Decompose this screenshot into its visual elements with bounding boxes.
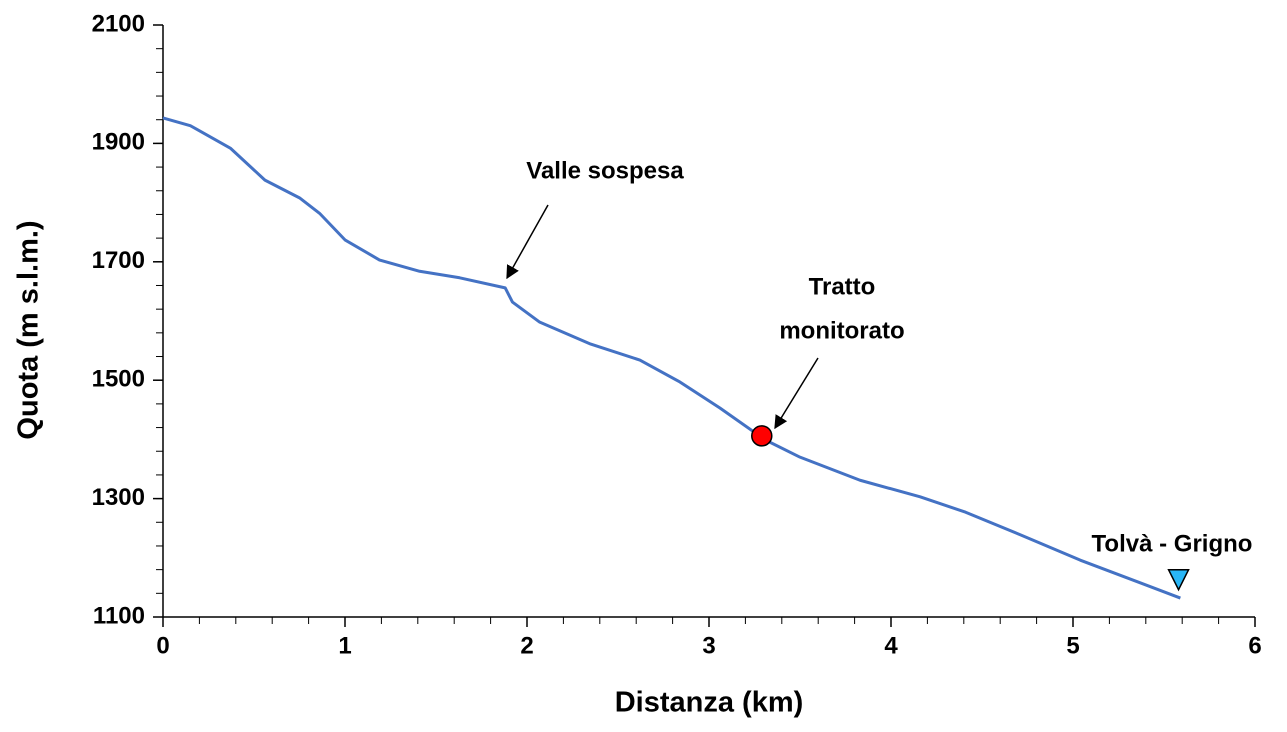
x-tick-label: 3: [702, 632, 715, 659]
y-tick-label: 1900: [92, 129, 145, 156]
x-tick-label: 6: [1248, 632, 1261, 659]
y-tick-label: 2100: [92, 10, 145, 37]
profile-line: [162, 116, 1181, 600]
x-tick-label: 1: [338, 632, 351, 659]
y-axis-label: Quota (m s.l.m.): [13, 220, 45, 439]
y-tick-label: 1700: [92, 247, 145, 274]
annotation-arrow: [774, 357, 819, 430]
x-axis-label: Distanza (km): [615, 687, 804, 719]
x-tick-label: 0: [156, 632, 169, 659]
y-tick-label: 1500: [92, 366, 145, 393]
x-tick-label: 2: [520, 632, 533, 659]
annotation: Tolvà - Grigno: [1092, 530, 1253, 557]
y-tick-label: 1100: [93, 602, 145, 629]
x-tick-label: 5: [1066, 632, 1079, 659]
y-tick-label: 1300: [92, 484, 145, 511]
annotation: monitorato: [779, 317, 904, 344]
annotation-arrow: [506, 204, 549, 280]
annotation: Tratto: [809, 273, 876, 300]
x-tick-label: 4: [884, 632, 898, 659]
point-marker: [1167, 568, 1190, 592]
annotation: Valle sospesa: [526, 157, 684, 184]
point-marker: [751, 425, 773, 447]
